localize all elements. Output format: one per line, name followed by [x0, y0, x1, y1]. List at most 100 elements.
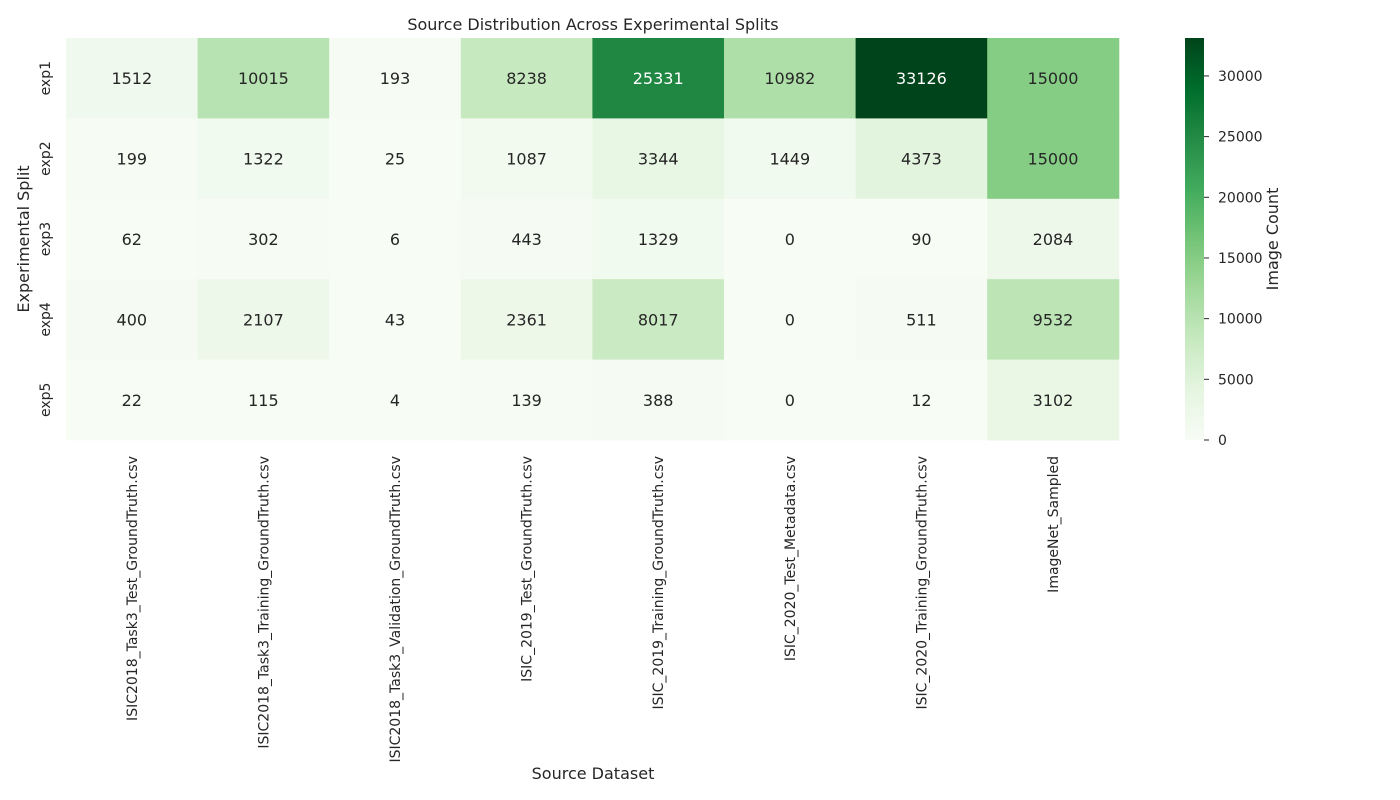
x-tick-label: ImageNet_Sampled [1046, 456, 1062, 593]
heatmap-cell [329, 359, 462, 441]
x-tick-label: ISIC2018_Task3_Test_GroundTruth.csv [125, 456, 141, 721]
heatmap-cell [329, 279, 462, 361]
chart-title: Source Distribution Across Experimental … [407, 15, 778, 34]
cell-value-label: 9532 [1033, 310, 1074, 329]
heatmap-cell [724, 38, 857, 119]
cell-value-label: 115 [248, 391, 279, 410]
cell-value-label: 90 [911, 230, 931, 249]
heatmap-cell [66, 118, 199, 200]
cell-value-label: 10015 [238, 69, 289, 88]
cell-value-label: 3102 [1033, 391, 1074, 410]
heatmap-cell [592, 38, 725, 119]
colorbar-tick-label: 20000 [1218, 190, 1263, 206]
heatmap-cell [855, 118, 988, 200]
cell-value-label: 199 [117, 150, 148, 169]
cell-value-label: 4373 [901, 150, 942, 169]
cell-value-label: 0 [785, 391, 795, 410]
cell-value-label: 400 [117, 310, 148, 329]
x-tick-label: ISIC_2020_Test_Metadata.csv [783, 456, 799, 661]
y-tick-label: exp5 [38, 383, 54, 417]
cell-value-label: 15000 [1028, 150, 1079, 169]
colorbar-ticks: 0 5000 10000 15000 20000 25000 30000 [1204, 69, 1263, 449]
heatmap-cell [724, 279, 857, 361]
heatmap-cell [460, 118, 593, 200]
x-tick-label: ISIC_2019_Training_GroundTruth.csv [651, 456, 667, 710]
colorbar-tick-label: 10000 [1218, 312, 1263, 328]
cell-value-label: 12 [911, 391, 931, 410]
heatmap-cell [987, 118, 1120, 200]
cell-value-label: 2084 [1033, 230, 1074, 249]
cell-value-label: 1329 [638, 230, 679, 249]
heatmap-cell [66, 359, 199, 441]
heatmap-cell [460, 359, 593, 441]
colorbar: 0 5000 10000 15000 20000 25000 30000 Image Cou… [1185, 38, 1282, 449]
cell-value-label: 1087 [506, 150, 547, 169]
colorbar-tick-label: 25000 [1218, 130, 1263, 146]
x-axis-label: Source Dataset [532, 764, 655, 783]
x-tick-label: ISIC2018_Task3_Training_GroundTruth.csv [256, 456, 272, 749]
heatmap-cell [724, 118, 857, 200]
heatmap-cell [197, 359, 330, 441]
heatmap-cell [855, 198, 988, 280]
heatmap-cell [66, 279, 199, 361]
y-tick-label: exp1 [38, 61, 54, 95]
cell-value-label: 2361 [506, 310, 547, 329]
cell-value-label: 6 [390, 230, 400, 249]
colorbar-tick-label: 0 [1218, 433, 1227, 449]
cell-value-label: 1449 [769, 150, 810, 169]
cell-value-label: 25 [385, 150, 405, 169]
heatmap-cell [855, 38, 988, 119]
cell-value-label: 0 [785, 310, 795, 329]
heatmap-cell [460, 198, 593, 280]
cell-value-label: 10982 [764, 69, 815, 88]
heatmap-cell [329, 118, 462, 200]
cell-value-label: 511 [906, 310, 937, 329]
heatmap-cell [987, 279, 1120, 361]
cell-value-label: 443 [511, 230, 542, 249]
heatmap-cell [987, 359, 1120, 441]
heatmap-cell [460, 38, 593, 119]
cell-value-label: 62 [122, 230, 142, 249]
heatmap-cell [329, 38, 462, 119]
cell-value-label: 8017 [638, 310, 679, 329]
x-tick-label: ISIC_2020_Training_GroundTruth.csv [914, 456, 930, 710]
colorbar-label: Image Count [1263, 188, 1282, 291]
heatmap-cell [987, 38, 1120, 119]
colorbar-tick-label: 5000 [1218, 372, 1254, 388]
cell-value-label: 3344 [638, 150, 679, 169]
heatmap-cell [197, 118, 330, 200]
y-tick-label: exp2 [38, 141, 54, 175]
heatmap-cell [197, 38, 330, 119]
cell-value-label: 22 [122, 391, 142, 410]
cell-value-label: 43 [385, 310, 405, 329]
cell-value-label: 1322 [243, 150, 284, 169]
heatmap-cell [197, 198, 330, 280]
heatmap-cell [592, 279, 725, 361]
heatmap-cell [592, 359, 725, 441]
heatmap-cell [855, 359, 988, 441]
cell-value-label: 8238 [506, 69, 547, 88]
y-tick-label: exp3 [38, 222, 54, 256]
cell-value-label: 2107 [243, 310, 284, 329]
x-tick-labels: ISIC2018_Task3_Test_GroundTruth.csv ISIC2… [125, 456, 1062, 763]
y-tick-labels: exp1 exp2 exp3 exp4 exp5 [38, 61, 54, 417]
cell-value-label: 25331 [633, 69, 684, 88]
y-axis-label: Experimental Split [14, 165, 33, 312]
cell-value-label: 15000 [1028, 69, 1079, 88]
heatmap-cell [460, 279, 593, 361]
cell-value-label: 302 [248, 230, 279, 249]
x-tick-label: ISIC2018_Task3_Validation_GroundTruth.cs… [388, 456, 404, 763]
colorbar-gradient [1185, 38, 1204, 440]
heatmap-cell [329, 198, 462, 280]
colorbar-tick-label: 15000 [1218, 251, 1263, 267]
cell-value-label: 4 [390, 391, 400, 410]
heatmap-cell [724, 198, 857, 280]
cell-value-label: 33126 [896, 69, 947, 88]
heatmap-cell [66, 198, 199, 280]
cell-value-label: 388 [643, 391, 674, 410]
cell-value-label: 139 [511, 391, 542, 410]
heatmap-cell [66, 38, 199, 119]
y-tick-label: exp4 [38, 302, 54, 337]
heatmap-cell [197, 279, 330, 361]
